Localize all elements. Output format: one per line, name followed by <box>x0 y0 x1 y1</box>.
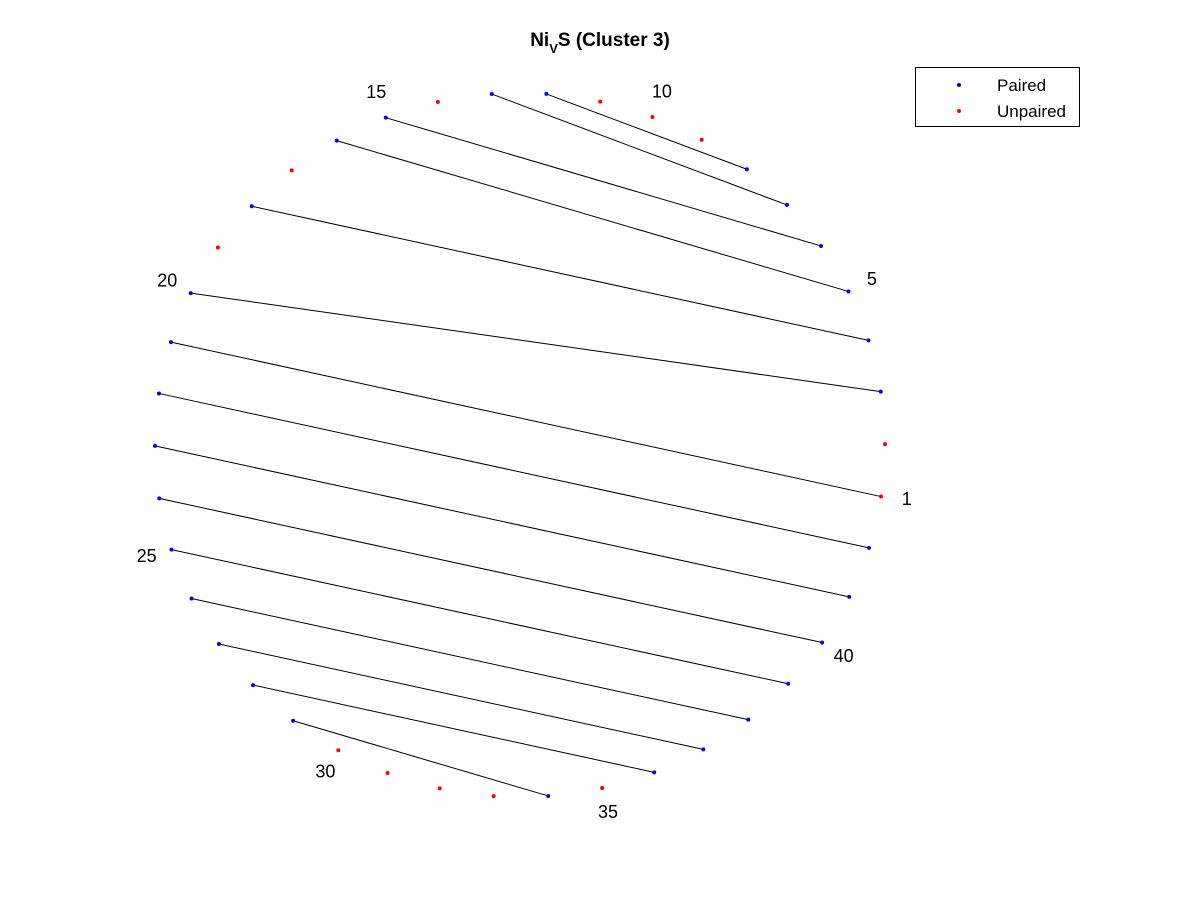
pair-line-27-37 <box>218 643 704 750</box>
paired-node-26 <box>189 596 194 601</box>
node-label-40: 40 <box>834 646 854 666</box>
chart-title: NiVS (Cluster 3) <box>0 30 1200 56</box>
paired-node-27 <box>216 642 221 647</box>
unpaired-node-19 <box>215 245 220 250</box>
node-label-15: 15 <box>366 82 386 102</box>
paired-node-28 <box>251 683 256 688</box>
title-rest: S (Cluster 3) <box>557 30 670 51</box>
unpaired-node-31 <box>385 771 390 776</box>
unpaired-node-2 <box>882 442 887 447</box>
legend-entry-unpaired: Unpaired <box>916 98 1079 124</box>
node-label-35: 35 <box>598 802 618 822</box>
paired-node-20 <box>188 291 193 296</box>
node-label-30: 30 <box>315 762 335 782</box>
paired-node-41 <box>847 594 852 599</box>
pair-line-4-18 <box>251 205 869 341</box>
paired-node-8 <box>744 167 749 172</box>
paired-node-5 <box>846 289 851 294</box>
pair-line-21-43 <box>170 341 882 498</box>
paired-node-39 <box>786 681 791 686</box>
paired-node-12 <box>544 91 549 96</box>
unpaired-node-30 <box>336 748 341 753</box>
pair-line-25-39 <box>171 549 789 685</box>
unpaired-node-17 <box>289 168 294 173</box>
paired-node-16 <box>334 138 339 143</box>
pair-line-3-20 <box>190 292 881 393</box>
paired-node-18 <box>249 204 254 209</box>
paired-node-42 <box>867 545 872 550</box>
paired-node-37 <box>701 747 706 752</box>
pair-lines <box>154 93 882 797</box>
node-label-25: 25 <box>137 546 157 566</box>
pair-line-26-38 <box>191 598 749 721</box>
paired-node-24 <box>157 496 162 501</box>
title-main: Ni <box>530 30 550 51</box>
pair-line-7-13 <box>491 93 788 206</box>
unpaired-marker <box>957 109 961 113</box>
pair-line-8-12 <box>546 93 748 170</box>
paired-node-22 <box>156 391 161 396</box>
paired-marker <box>957 83 961 87</box>
paired-node-15 <box>383 115 388 120</box>
paired-node-6 <box>819 243 824 248</box>
paired-node-40 <box>820 640 825 645</box>
unpaired-node-11 <box>598 99 603 104</box>
nodes <box>153 91 887 799</box>
paired-node-3 <box>878 389 883 394</box>
node-label-20: 20 <box>157 271 177 291</box>
pair-line-23-41 <box>154 445 850 598</box>
legend: Paired Unpaired <box>915 67 1080 127</box>
pair-line-6-15 <box>385 117 822 247</box>
unpaired-node-35 <box>600 785 605 790</box>
node-label-10: 10 <box>652 82 672 102</box>
pair-line-29-34 <box>293 720 549 797</box>
legend-label-paired: Paired <box>997 76 1047 95</box>
paired-node-25 <box>169 547 174 552</box>
unpaired-node-9 <box>699 137 704 142</box>
pair-line-24-40 <box>159 497 823 644</box>
legend-label-unpaired: Unpaired <box>997 102 1066 121</box>
unpaired-node-1 <box>879 494 884 499</box>
node-label-5: 5 <box>867 269 877 289</box>
paired-node-21 <box>168 340 173 345</box>
unpaired-node-14 <box>435 100 440 105</box>
paired-node-38 <box>746 717 751 722</box>
unpaired-node-32 <box>437 786 442 791</box>
node-label-1: 1 <box>902 489 912 509</box>
paired-node-23 <box>153 443 158 448</box>
pair-line-22-42 <box>158 392 870 549</box>
paired-node-29 <box>291 718 296 723</box>
unpaired-node-33 <box>491 794 496 799</box>
paired-node-13 <box>489 92 494 97</box>
unpaired-node-10 <box>650 114 655 119</box>
legend-entry-paired: Paired <box>916 72 1079 98</box>
pair-line-5-16 <box>336 140 849 292</box>
paired-node-7 <box>784 202 789 207</box>
paired-node-34 <box>546 793 551 798</box>
pair-line-28-36 <box>252 684 655 773</box>
paired-node-4 <box>866 338 871 343</box>
title-subscript: V <box>549 41 558 56</box>
paired-node-36 <box>652 770 657 775</box>
